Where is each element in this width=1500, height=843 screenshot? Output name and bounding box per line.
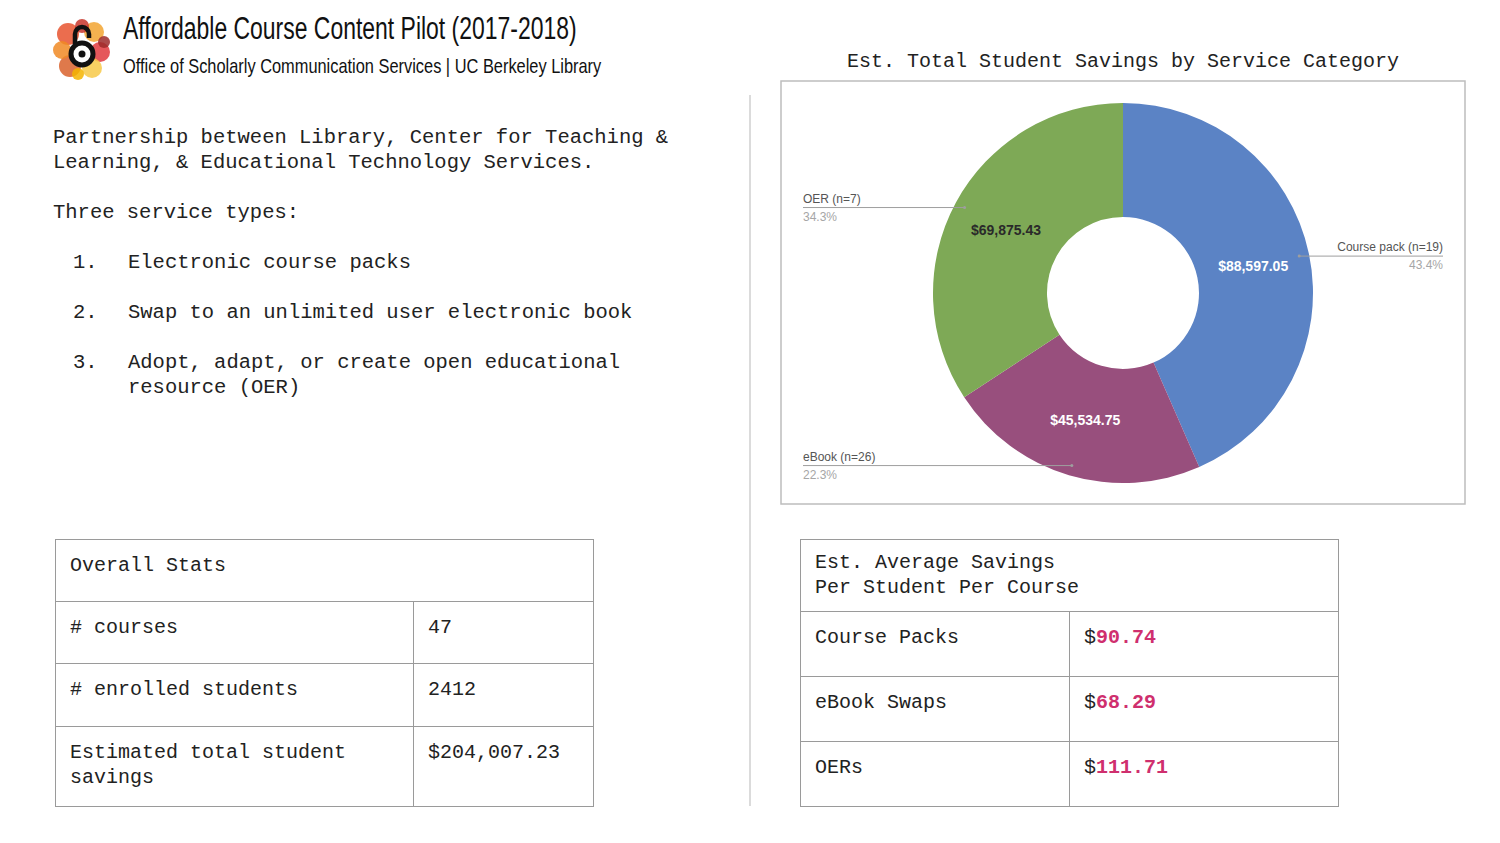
value-label: $45,534.75: [1050, 412, 1120, 428]
money-value: $111.71: [1084, 756, 1168, 779]
table-cell: # enrolled students: [56, 664, 414, 727]
list-item: 1. Electronic course packs: [53, 250, 715, 275]
logo-splash: [72, 68, 84, 80]
leader-line: [803, 465, 1072, 466]
header-title: Affordable Course Content Pilot (2017-20…: [123, 11, 577, 47]
logo: [53, 19, 110, 80]
list-item: 2. Swap to an unlimited user electronic b…: [53, 300, 715, 325]
amount: 90.74: [1096, 626, 1156, 649]
list-number: 3.: [73, 350, 98, 375]
currency-sign: $: [1084, 626, 1096, 649]
table-cell: 2412: [414, 664, 594, 727]
list-title: Three service types:: [53, 200, 715, 225]
amount: 111.71: [1096, 756, 1168, 779]
table-cell: $204,007.23: [414, 727, 594, 807]
amount: 68.29: [1096, 691, 1156, 714]
slice: [933, 103, 1123, 397]
table-cell: eBook Swaps: [801, 677, 1070, 742]
intro: Partnership between Library, Center for …: [53, 125, 715, 425]
leader-dot: [1070, 464, 1073, 467]
chart-frame: [781, 81, 1465, 504]
money-value: $90.74: [1084, 626, 1156, 649]
table-row: Overall Stats: [56, 540, 594, 602]
table-cell: $111.71: [1070, 742, 1339, 807]
percentage-label: 34.3%: [803, 210, 837, 224]
table-cell: 47: [414, 602, 594, 664]
percentage-label: 43.4%: [1409, 258, 1443, 272]
table-row: # enrolled students2412: [56, 664, 594, 727]
table-row: Est. Average SavingsPer Student Per Cour…: [801, 540, 1339, 612]
table-cell: $90.74: [1070, 612, 1339, 677]
chart-title: Est. Total Student Savings by Service Ca…: [847, 50, 1399, 73]
table-row: # courses47: [56, 602, 594, 664]
header-subtitle: Office of Scholarly Communication Servic…: [123, 54, 601, 78]
slices: [933, 103, 1313, 483]
table-row: Estimated total student savings$204,007.…: [56, 727, 594, 807]
currency-sign: $: [1084, 691, 1096, 714]
labels: $88,597.05 $45,534.75 $69,875.43 Course pac…: [803, 192, 1443, 482]
value-label: $88,597.05: [1218, 258, 1288, 274]
intro-text: Partnership between Library, Center for …: [53, 125, 715, 175]
table-row: eBook Swaps $68.29: [801, 677, 1339, 742]
average-table: Est. Average SavingsPer Student Per Cour…: [800, 539, 1339, 807]
list-number: 1.: [73, 250, 98, 275]
table-title-line: Per Student Per Course: [815, 575, 1324, 600]
category-label: Course pack (n=19): [1337, 240, 1443, 254]
value-label: $69,875.43: [971, 222, 1041, 238]
category-label: eBook (n=26): [803, 450, 875, 464]
list-text: Adopt, adapt, or create open educational…: [128, 351, 620, 399]
table-cell: $68.29: [1070, 677, 1339, 742]
leader-line: [803, 207, 965, 208]
logo-shackle: [75, 27, 89, 44]
list-text: Swap to an unlimited user electronic boo…: [128, 301, 632, 324]
table-cell: # courses: [56, 602, 414, 664]
table-title: Est. Average SavingsPer Student Per Cour…: [801, 540, 1339, 612]
stats-table: Overall Stats# courses47# enrolled stude…: [55, 539, 594, 807]
leader-line: [1299, 256, 1443, 257]
table-cell: Estimated total student savings: [56, 727, 414, 807]
divider: [749, 95, 751, 806]
table-cell: Course Packs: [801, 612, 1070, 677]
category-label: OER (n=7): [803, 192, 861, 206]
currency-sign: $: [1084, 756, 1096, 779]
table-title-line: Est. Average Savings: [815, 550, 1324, 575]
logo-dot: [79, 51, 86, 58]
table-row: Course Packs $90.74: [801, 612, 1339, 677]
leader-dot: [963, 206, 966, 209]
list-item: 3. Adopt, adapt, or create open education…: [53, 350, 715, 400]
percentage-label: 22.3%: [803, 468, 837, 482]
logo-splash: [98, 36, 110, 48]
table-cell: OERs: [801, 742, 1070, 807]
list-number: 2.: [73, 300, 98, 325]
logo-ring: [71, 43, 93, 65]
table-title: Overall Stats: [56, 540, 594, 602]
list-text: Electronic course packs: [128, 251, 411, 274]
table-row: OERs $111.71: [801, 742, 1339, 807]
leader-dot: [1298, 255, 1301, 258]
logo-splash: [53, 41, 71, 59]
money-value: $68.29: [1084, 691, 1156, 714]
